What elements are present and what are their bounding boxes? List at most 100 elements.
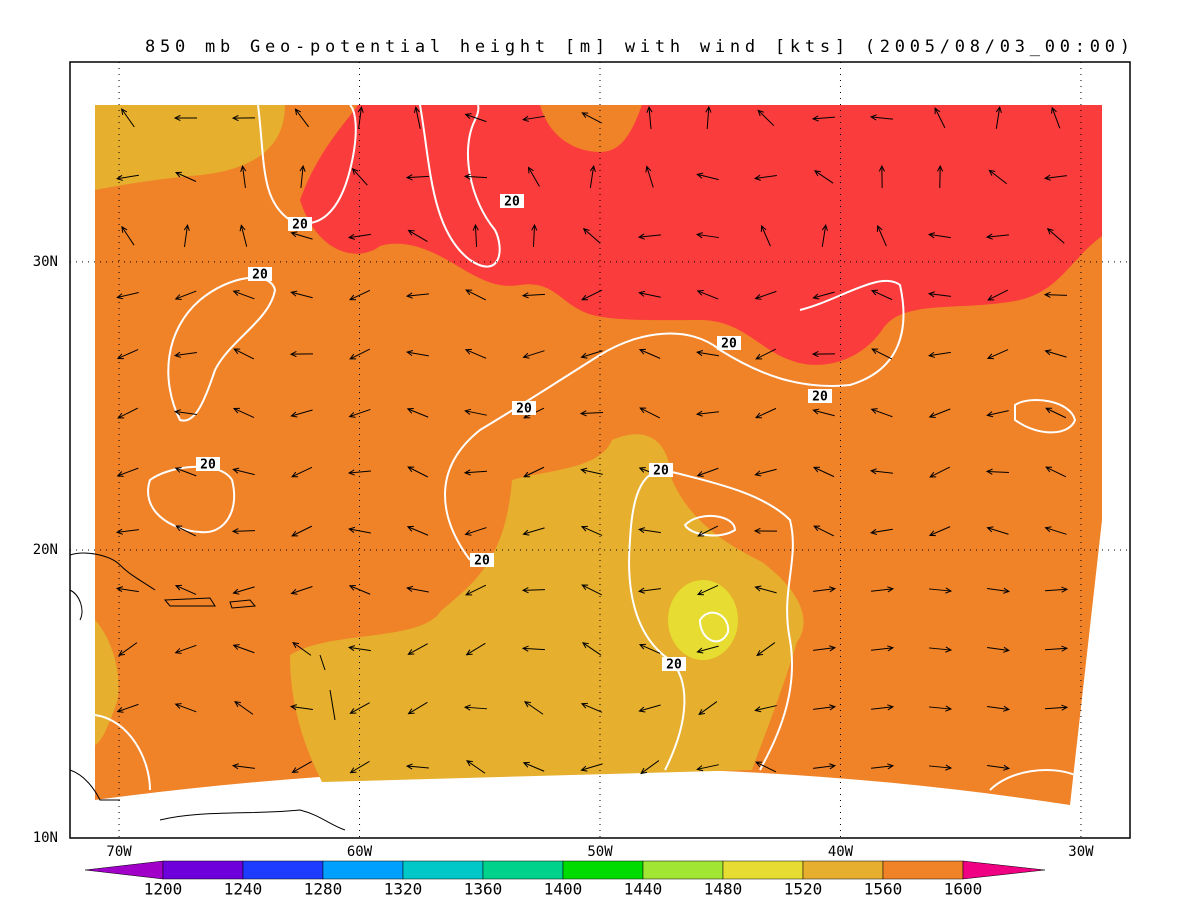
wind-arrow xyxy=(523,701,544,715)
wind-arrow xyxy=(812,466,835,478)
wind-arrow xyxy=(813,586,837,593)
wind-arrow xyxy=(1044,586,1069,593)
contour-label-box xyxy=(288,217,312,231)
wind-arrow xyxy=(871,586,895,593)
wind-arrow xyxy=(757,109,775,127)
wind-arrow xyxy=(349,760,370,774)
wind-arrow xyxy=(290,290,313,299)
colorbar-box xyxy=(802,860,884,880)
wind-arrow xyxy=(118,642,138,657)
wind-arrow xyxy=(813,645,837,652)
wind-arrow xyxy=(753,174,777,181)
wind-arrow xyxy=(754,407,777,419)
coastlines xyxy=(69,552,346,831)
wind-arrow xyxy=(1044,645,1069,652)
wind-arrow xyxy=(347,645,371,652)
colorbar-label: 1600 xyxy=(944,880,983,899)
wind-arrow xyxy=(696,172,719,181)
wind-arrow xyxy=(696,289,719,300)
wind-arrow xyxy=(406,525,429,536)
wind-arrow xyxy=(174,467,197,477)
wind-arrow xyxy=(637,233,661,240)
wind-arrow xyxy=(589,164,596,188)
wind-arrow xyxy=(581,584,603,596)
wind-arrow xyxy=(927,351,951,358)
height-field xyxy=(95,105,1102,805)
wind-arrow xyxy=(927,232,951,239)
wind-arrow xyxy=(928,526,951,537)
wind-arrow xyxy=(183,223,190,247)
wind-arrow xyxy=(696,764,719,772)
wind-arrow xyxy=(174,584,197,595)
wind-arrow xyxy=(753,527,778,535)
wind-arrow xyxy=(173,114,198,122)
contour-label: 20 xyxy=(252,268,268,283)
wind-arrow xyxy=(472,223,479,248)
wind-arrow xyxy=(581,642,602,656)
wind-arrow xyxy=(754,585,777,594)
wind-arrow xyxy=(464,527,487,536)
wind-arrow xyxy=(173,351,197,358)
wind-arrow xyxy=(929,466,951,478)
wind-arrow xyxy=(413,106,421,129)
wind-arrow xyxy=(174,290,197,300)
wind-arrow xyxy=(580,702,603,713)
wind-arrow xyxy=(232,644,255,654)
wind-arrow xyxy=(116,292,139,300)
contour-line xyxy=(1014,399,1077,434)
wind-arrow xyxy=(929,646,953,653)
wind-arrow xyxy=(697,525,719,537)
wind-arrow xyxy=(406,407,429,418)
wind-arrow xyxy=(871,704,895,711)
colorbar-box xyxy=(722,860,804,880)
wind-arrow xyxy=(813,704,837,711)
wind-arrow xyxy=(927,291,951,298)
wind-arrow xyxy=(987,587,1011,594)
wind-arrow xyxy=(231,528,256,535)
wind-arrow xyxy=(174,171,197,182)
wind-arrow xyxy=(465,289,487,301)
wind-arrow xyxy=(289,704,313,711)
wind-arrow xyxy=(232,467,255,476)
map-title: 850 mb Geo-potential height [m] with win… xyxy=(145,37,1130,57)
contour-label-box xyxy=(500,194,524,208)
wind-arrow xyxy=(928,408,951,418)
wind-arrow xyxy=(349,348,371,360)
wind-arrow xyxy=(291,466,313,478)
wind-arrow xyxy=(870,408,893,418)
wind-arrow xyxy=(463,704,488,711)
wind-arrow xyxy=(870,528,893,535)
lon-tick-label: 60W xyxy=(347,844,373,860)
wind-arrow xyxy=(811,350,836,358)
wind-arrow xyxy=(871,348,893,360)
wind-arrow xyxy=(871,645,895,652)
wind-arrow xyxy=(231,114,256,122)
contour-label: 20 xyxy=(504,195,520,210)
contour-line xyxy=(698,611,730,643)
wind-arrow xyxy=(580,350,603,359)
wind-arrow xyxy=(987,764,1011,771)
colorbar-label: 1280 xyxy=(304,880,343,899)
wind-arrow xyxy=(581,289,603,301)
wind-arrow xyxy=(645,165,654,188)
wind-arrow xyxy=(821,223,828,247)
lat-tick-label: 30N xyxy=(33,254,58,270)
wind-arrow xyxy=(1043,291,1068,298)
wind-arrow xyxy=(291,761,312,773)
wind-arrow xyxy=(292,641,312,656)
wind-arrow xyxy=(121,108,135,128)
wind-arrow xyxy=(521,115,545,122)
contour-line xyxy=(257,104,357,225)
wind-arrow xyxy=(812,291,835,300)
wind-arrow xyxy=(579,410,604,417)
wind-arrow xyxy=(234,700,254,715)
wind-arrow xyxy=(813,763,837,770)
wind-arrow xyxy=(239,224,248,247)
lon-tick-label: 50W xyxy=(587,844,613,860)
wind-arrow xyxy=(988,169,1008,185)
wind-arrow xyxy=(695,232,719,239)
colorbar-label: 1560 xyxy=(864,880,903,899)
contour-label-box xyxy=(662,657,686,671)
wind-arrow xyxy=(521,645,546,652)
colorbar-label: 1520 xyxy=(784,880,823,899)
